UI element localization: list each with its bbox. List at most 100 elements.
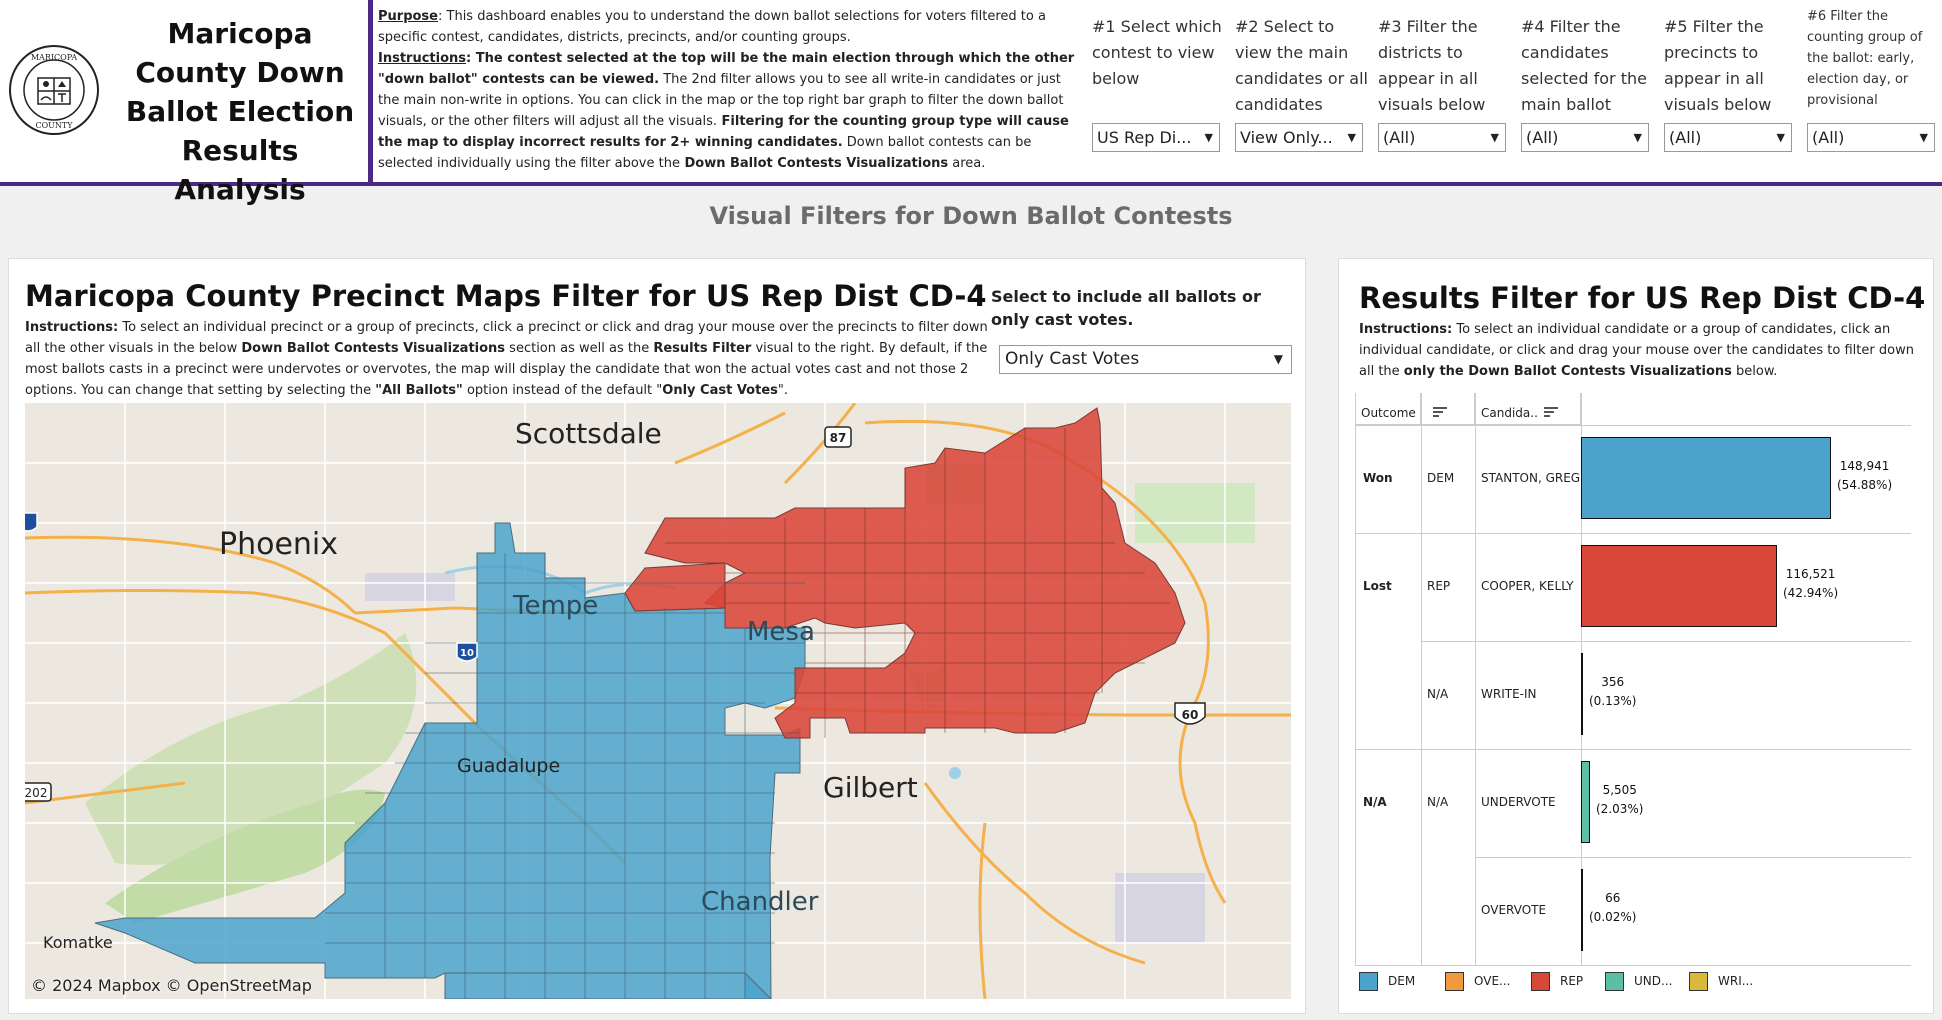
filter-contest-value: US Rep Di... xyxy=(1097,128,1192,147)
row-candidate[interactable]: UNDERVOTE xyxy=(1481,795,1556,809)
col-header-party[interactable] xyxy=(1421,393,1475,425)
header-divider xyxy=(368,0,373,182)
row-party[interactable]: N/A xyxy=(1427,795,1449,809)
chevron-down-icon: ▼ xyxy=(1633,131,1642,144)
legend-item-undervote[interactable]: UND... xyxy=(1605,971,1672,991)
filter-candidates-view-dropdown[interactable]: View Only... ▼ xyxy=(1235,123,1363,152)
map-label-scottsdale: Scottsdale xyxy=(515,417,662,450)
sort-icon[interactable] xyxy=(1433,407,1447,417)
legend-label: REP xyxy=(1560,974,1584,988)
filter-counting-group-value: (All) xyxy=(1812,128,1845,147)
row-party[interactable]: REP xyxy=(1427,579,1451,593)
result-bar-write-in[interactable] xyxy=(1581,653,1583,735)
row-candidate[interactable]: COOPER, KELLY xyxy=(1481,579,1574,593)
votes-value: 66 xyxy=(1605,891,1621,905)
filter-districts-dropdown[interactable]: (All) ▼ xyxy=(1378,123,1506,152)
dem-precincts-south[interactable] xyxy=(444,972,772,999)
row-outcome[interactable]: Lost xyxy=(1363,579,1392,593)
interstate-10-shield-west xyxy=(25,512,38,532)
table-gridline xyxy=(1355,425,1911,426)
filter-precincts-dropdown[interactable]: (All) ▼ xyxy=(1664,123,1792,152)
legend-item-rep[interactable]: REP xyxy=(1531,971,1583,991)
svg-text:87: 87 xyxy=(830,431,847,445)
row-candidate[interactable]: WRITE-IN xyxy=(1481,687,1537,701)
dashboard-header: MARICOPA COUNTY Maricopa County Down Bal… xyxy=(0,0,1942,206)
chevron-down-icon: ▼ xyxy=(1919,131,1928,144)
row-outcome[interactable]: N/A xyxy=(1363,795,1387,809)
chevron-down-icon: ▼ xyxy=(1776,131,1785,144)
result-bar-label-undervote: 5,505 (2.03%) xyxy=(1596,781,1643,819)
table-gridline xyxy=(1355,749,1911,750)
result-bar-label-overvote: 66 (0.02%) xyxy=(1589,889,1636,927)
filter-counting-group: #6 Filter the counting group of the ball… xyxy=(1807,0,1940,152)
cast-votes-dropdown[interactable]: Only Cast Votes ▼ xyxy=(999,345,1292,374)
filter-precincts: #5 Filter the precincts to appear in all… xyxy=(1664,0,1797,152)
map-instructions-text-5: ". xyxy=(777,383,788,398)
result-bar-cooper[interactable] xyxy=(1581,545,1777,627)
result-bar-undervote[interactable] xyxy=(1581,761,1590,843)
chevron-down-icon: ▼ xyxy=(1273,352,1283,366)
legend-label: DEM xyxy=(1388,974,1416,988)
map-instructions-bold-1: Down Ballot Contests Visualizations xyxy=(241,341,506,356)
map-canvas[interactable]: 87 10 60 202 xyxy=(25,403,1291,999)
instructions-text: The 2nd filter allows you to see all wri… xyxy=(378,72,1064,129)
filter-candidates-view-value: View Only... xyxy=(1240,128,1333,147)
result-bar-stanton[interactable] xyxy=(1581,437,1831,519)
filter-contest-dropdown[interactable]: US Rep Di... ▼ xyxy=(1092,123,1220,152)
precinct-boundaries-rep xyxy=(665,428,1180,738)
legend-item-overvote[interactable]: OVE... xyxy=(1445,971,1510,991)
table-gridline xyxy=(1421,393,1422,965)
votes-value: 356 xyxy=(1601,675,1625,689)
pct-value: (0.02%) xyxy=(1589,910,1637,924)
filter-contest: #1 Select which contest to view below US… xyxy=(1092,0,1225,152)
col-header-outcome[interactable]: Outcome xyxy=(1355,393,1421,425)
legend-label: UND... xyxy=(1634,974,1673,988)
row-party[interactable]: N/A xyxy=(1427,687,1449,701)
county-seal-logo: MARICOPA COUNTY xyxy=(9,45,99,135)
table-gridline xyxy=(1475,857,1911,858)
results-table[interactable]: Outcome Candida.. Won DEM STANTON, GREG … xyxy=(1355,393,1911,966)
mountain-park-area xyxy=(85,633,417,865)
airport-area xyxy=(365,573,455,601)
highway-202-shield: 202 xyxy=(25,782,52,802)
interstate-10-shield: 10 xyxy=(456,642,478,662)
results-instructions-bold: only the Down Ballot Contests Visualizat… xyxy=(1403,364,1732,379)
filter-counting-group-dropdown[interactable]: (All) ▼ xyxy=(1807,123,1935,152)
legend-swatch xyxy=(1359,972,1378,991)
map-instructions-text: To select an individual precinct or a gr… xyxy=(25,320,988,356)
row-outcome[interactable]: Won xyxy=(1363,471,1393,485)
map-label-komatke: Komatke xyxy=(43,933,113,952)
table-gridline xyxy=(1475,393,1476,965)
sort-icon[interactable] xyxy=(1543,407,1558,417)
filter-districts-value: (All) xyxy=(1383,128,1416,147)
col-header-outcome-label: Outcome xyxy=(1361,406,1416,420)
row-candidate[interactable]: STANTON, GREG xyxy=(1481,471,1581,485)
col-header-candidate[interactable]: Candida.. xyxy=(1475,393,1581,425)
filter-main-candidates-dropdown[interactable]: (All) ▼ xyxy=(1521,123,1649,152)
legend-item-write-in[interactable]: WRI... xyxy=(1689,971,1753,991)
purpose-text: : This dashboard enables you to understa… xyxy=(378,9,1046,45)
lake xyxy=(949,767,961,779)
legend-label: WRI... xyxy=(1718,974,1754,988)
results-panel-title: Results Filter for US Rep Dist CD-4 xyxy=(1359,281,1926,315)
svg-text:COUNTY: COUNTY xyxy=(35,121,73,130)
map-instructions-bold-2: Results Filter xyxy=(653,341,752,356)
pct-value: (0.13%) xyxy=(1589,694,1637,708)
map-label-gilbert: Gilbert xyxy=(823,771,918,804)
rep-precincts-west[interactable] xyxy=(624,562,726,612)
legend-item-dem[interactable]: DEM xyxy=(1359,971,1415,991)
legend-label: OVE... xyxy=(1474,974,1511,988)
result-bar-label-cooper: 116,521 (42.94%) xyxy=(1783,565,1838,603)
results-instructions: Instructions: To select an individual ca… xyxy=(1359,319,1919,382)
votes-value: 5,505 xyxy=(1602,783,1637,797)
instructions-text-3: area. xyxy=(948,156,986,171)
filter-precincts-label: #5 Filter the precincts to appear in all… xyxy=(1664,17,1772,114)
row-party[interactable]: DEM xyxy=(1427,471,1455,485)
map-attribution[interactable]: © 2024 Mapbox © OpenStreetMap xyxy=(31,976,312,995)
result-bar-overvote[interactable] xyxy=(1581,869,1583,951)
row-candidate[interactable]: OVERVOTE xyxy=(1481,903,1547,917)
precinct-map[interactable]: 87 10 60 202 Scottsdale Phoenix Tempe Me… xyxy=(25,403,1291,999)
instructions-area-name: Down Ballot Contests Visualizations xyxy=(679,156,949,171)
results-instructions-label: Instructions: xyxy=(1359,322,1453,337)
pct-value: (54.88%) xyxy=(1837,478,1893,492)
